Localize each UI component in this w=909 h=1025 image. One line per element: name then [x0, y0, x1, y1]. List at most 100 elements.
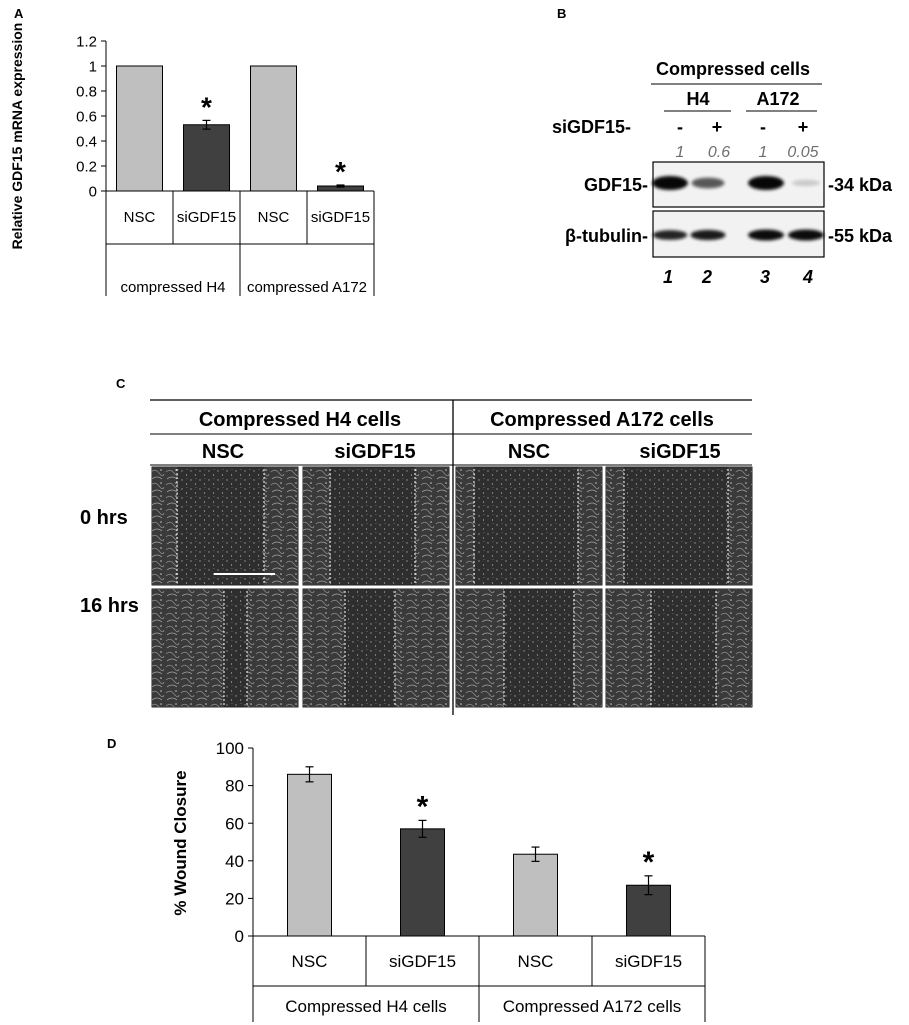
cell-region-right: [716, 589, 752, 707]
a-significance-star: *: [335, 156, 346, 187]
a-bar: [250, 65, 297, 192]
d-significance-star: *: [417, 790, 429, 823]
gdf15-size-label: -34 kDa: [828, 175, 893, 195]
sirna-status-lane-3: -: [760, 117, 766, 137]
d-category-label: siGDF15: [389, 952, 456, 971]
cell-region-right: [264, 467, 298, 585]
panel-letter-c: C: [116, 376, 126, 391]
a-bar: [183, 124, 230, 192]
a-y-tick-label: 0.8: [76, 83, 97, 100]
d-bar: [287, 773, 332, 937]
tubulin-band: [652, 230, 688, 240]
tubulin-band: [748, 229, 784, 241]
d-y-tick-label: 60: [225, 814, 244, 833]
d-y-tick-label: 80: [225, 777, 244, 796]
a-y-tick-label: 1: [89, 58, 97, 75]
panel-letter-b: B: [557, 6, 566, 21]
c-condition-2: siGDF15: [334, 441, 415, 463]
a-group-label: compressed A172: [247, 279, 367, 296]
micrograph-grid: [151, 466, 753, 708]
cell-region-left: [456, 467, 474, 585]
a-bar: [116, 65, 163, 192]
lane-number-2: 2: [701, 267, 712, 287]
panel-letter-d: D: [107, 736, 116, 751]
gdf15-blot-label: GDF15-: [584, 175, 648, 195]
gdf15-band: [652, 176, 688, 190]
lane-number-1: 1: [663, 267, 673, 287]
d-category-label: NSC: [518, 952, 554, 971]
chart-d: % Wound Closure 0 20 40 60 80 100 NSC siGDF15 NS…: [171, 739, 706, 1022]
sirna-status-lane-4: +: [798, 117, 809, 137]
quant-lane-4: 0.05: [787, 144, 818, 161]
a-category-label: NSC: [258, 209, 290, 226]
cell-region-right: [574, 589, 602, 707]
cell-region-right: [728, 467, 752, 585]
a-y-tick-label: 0: [89, 183, 97, 200]
a-category-label: siGDF15: [311, 209, 370, 226]
a-group-label: compressed H4: [120, 279, 225, 296]
cell-region-left: [152, 467, 177, 585]
d-group-label: Compressed H4 cells: [285, 997, 447, 1016]
c-condition-1: NSC: [202, 441, 244, 463]
a-y-tick-label: 0.2: [76, 158, 97, 175]
a-y-tick-label: 1.2: [76, 33, 97, 50]
sirna-status-lane-2: +: [712, 117, 723, 137]
quant-lane-2: 0.6: [708, 144, 730, 161]
cell-region-right: [578, 467, 602, 585]
cell-region-left: [456, 589, 504, 707]
d-bar: [513, 853, 558, 937]
d-y-tick-label: 100: [216, 739, 244, 758]
d-y-tick-label: 0: [235, 927, 244, 946]
d-y-axis-label: % Wound Closure: [171, 770, 190, 915]
c-group-h4: Compressed H4 cells: [199, 409, 401, 431]
cell-region-left: [152, 589, 224, 707]
d-bar: [400, 828, 445, 937]
cell-region-right: [247, 589, 298, 707]
a-y-tick-label: 0.4: [76, 133, 97, 150]
tubulin-band: [690, 229, 726, 241]
tubulin-blot-label: β-tubulin-: [565, 226, 648, 246]
a-category-label: siGDF15: [177, 209, 236, 226]
gdf15-band: [691, 177, 725, 189]
a-significance-star: *: [201, 91, 212, 122]
d-category-label: siGDF15: [615, 952, 682, 971]
cell-region-left: [606, 589, 651, 707]
quant-lane-1: 1: [676, 144, 685, 161]
c-condition-4: siGDF15: [639, 441, 720, 463]
cell-region-left: [303, 467, 330, 585]
c-group-a172: Compressed A172 cells: [490, 409, 714, 431]
western-blot-panel: Compressed cells H4 A172 siGDF15- - + - …: [552, 59, 893, 287]
tubulin-band: [788, 229, 824, 241]
d-y-tick-label: 40: [225, 852, 244, 871]
a-y-axis-label: Relative GDF15 mRNA expression: [9, 23, 25, 250]
chart-a: Relative GDF15 mRNA expression 0 0.2 0.4 0.…: [9, 23, 375, 296]
cell-region-right: [415, 467, 449, 585]
cell-line-a172: A172: [756, 89, 799, 109]
cell-region-left: [303, 589, 345, 707]
sirna-status-lane-1: -: [677, 117, 683, 137]
quant-lane-3: 1: [759, 144, 768, 161]
gdf15-band: [748, 176, 784, 190]
cell-line-h4: H4: [686, 89, 709, 109]
cell-region-right: [395, 589, 449, 707]
gdf15-band: [791, 179, 821, 187]
c-condition-3: NSC: [508, 441, 550, 463]
sirna-row-label: siGDF15-: [552, 117, 631, 137]
lane-number-3: 3: [760, 267, 770, 287]
a-y-tick-label: 0.6: [76, 108, 97, 125]
panel-letter-a: A: [14, 6, 24, 21]
d-significance-star: *: [643, 846, 655, 879]
lane-number-4: 4: [802, 267, 813, 287]
blot-title: Compressed cells: [656, 59, 810, 79]
d-category-label: NSC: [292, 952, 328, 971]
wound-assay-panel: Compressed H4 cells Compressed A172 cell…: [80, 399, 753, 715]
cell-region-left: [606, 467, 624, 585]
tubulin-size-label: -55 kDa: [828, 226, 893, 246]
tubulin-bands: [652, 229, 824, 241]
c-timepoint-16: 16 hrs: [80, 595, 139, 617]
a-category-label: NSC: [124, 209, 156, 226]
d-y-tick-label: 20: [225, 890, 244, 909]
d-group-label: Compressed A172 cells: [503, 997, 682, 1016]
c-timepoint-0: 0 hrs: [80, 507, 128, 529]
